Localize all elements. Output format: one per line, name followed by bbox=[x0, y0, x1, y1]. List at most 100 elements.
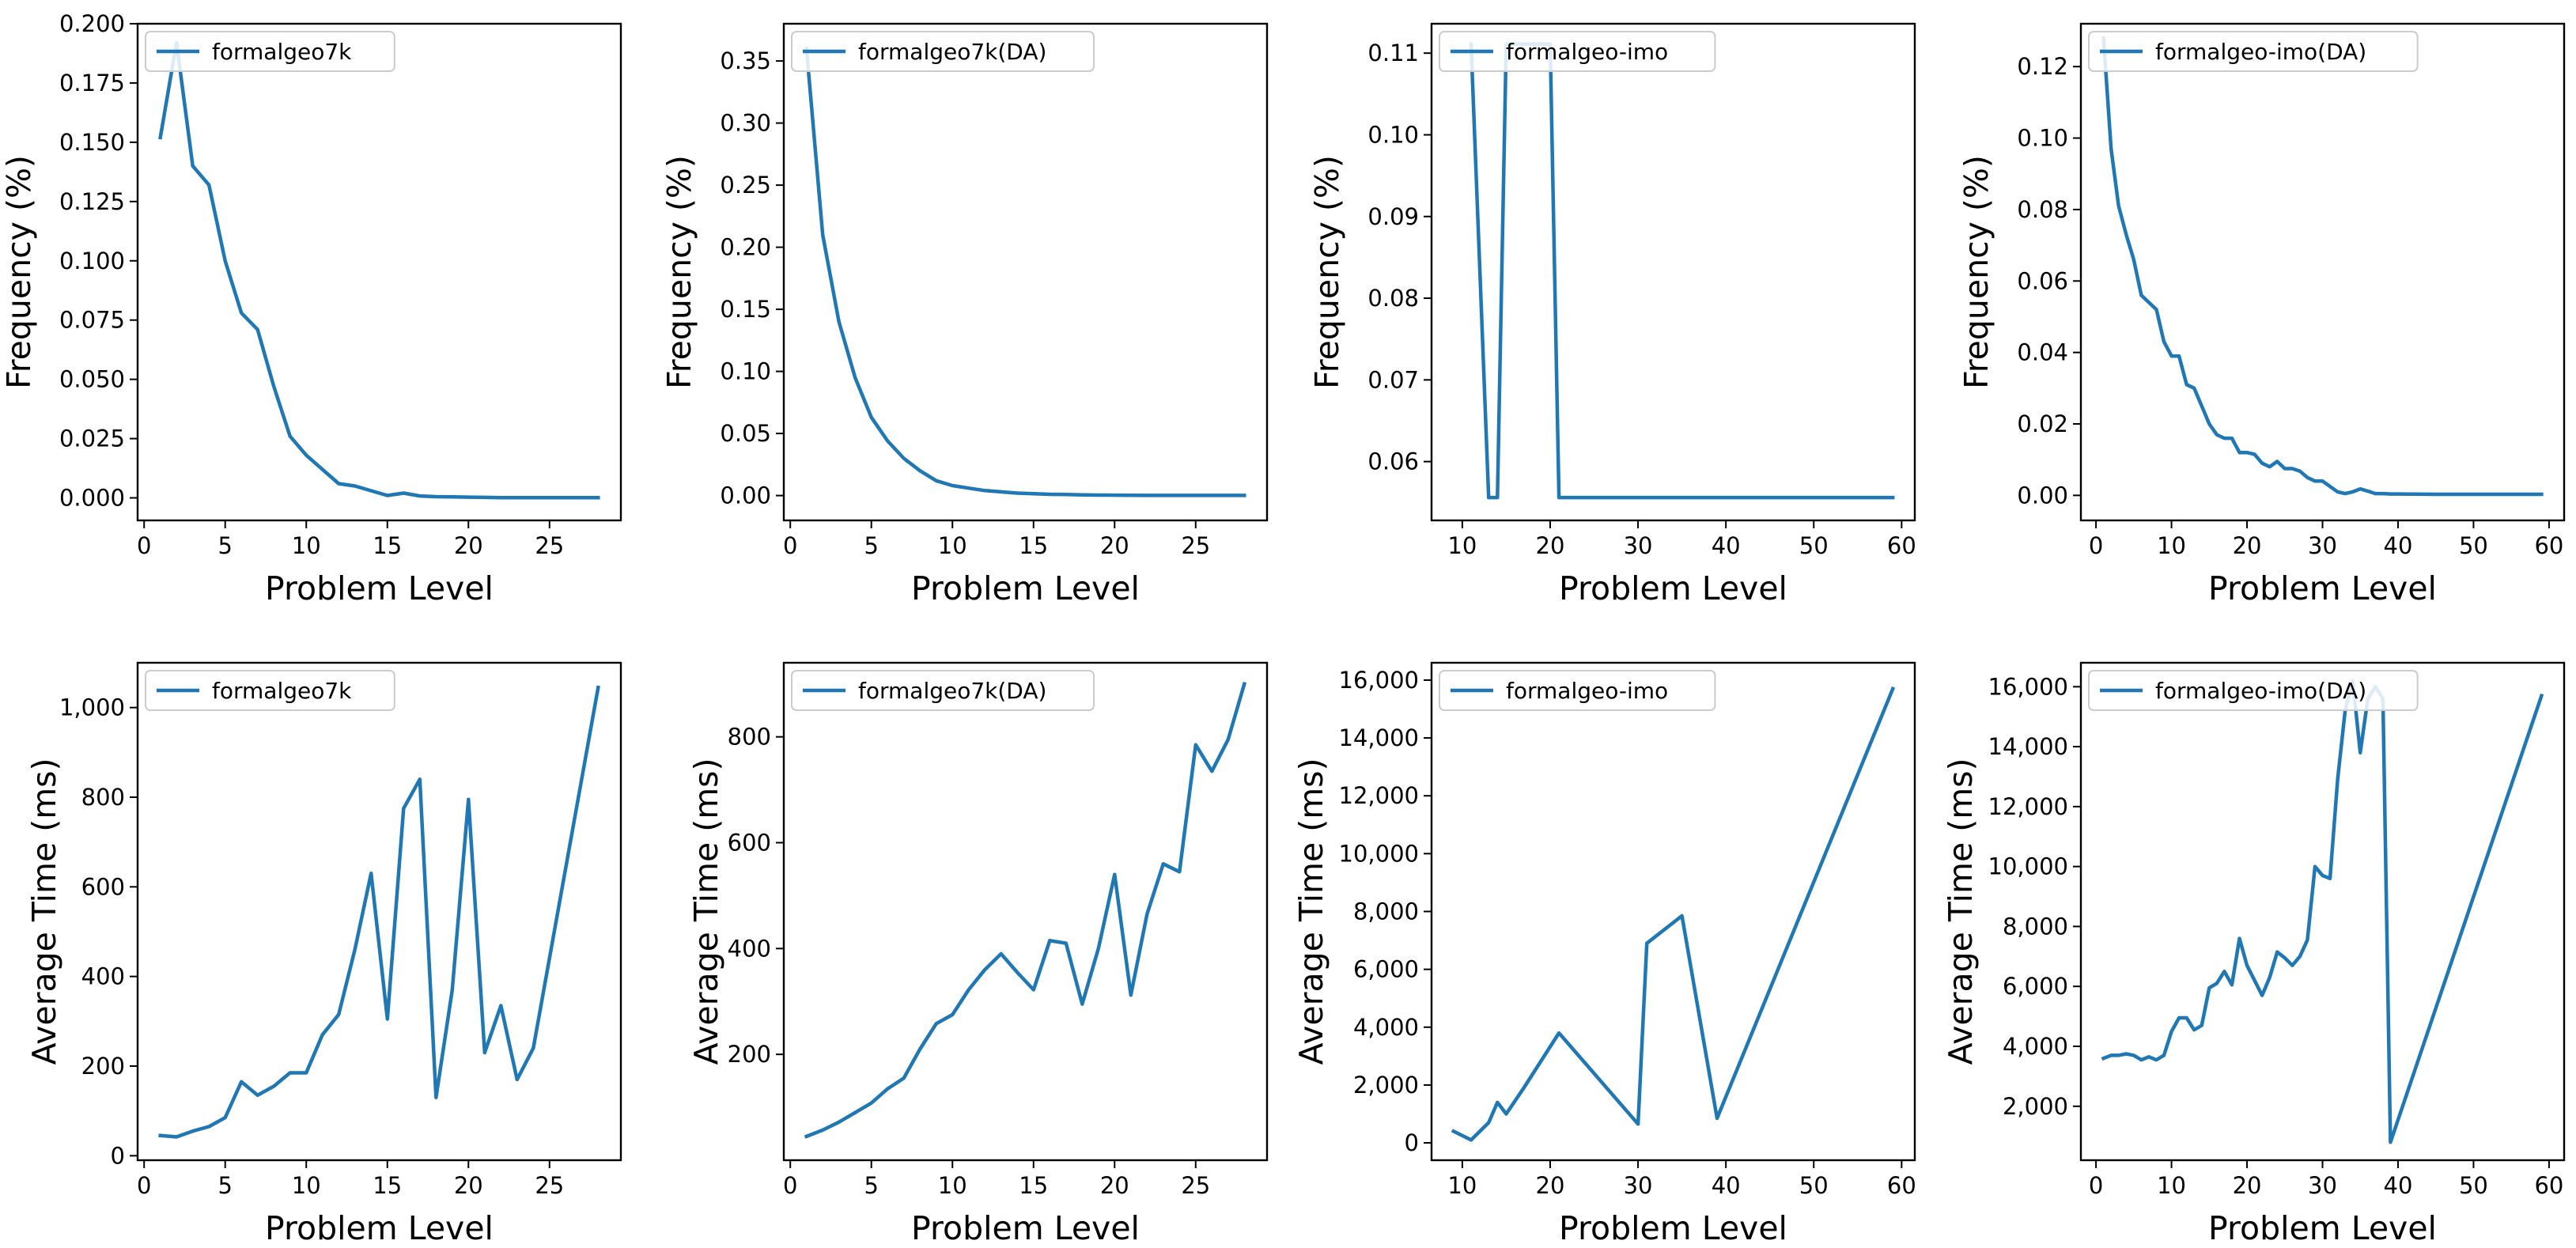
x-tick-label: 40 bbox=[1712, 1172, 1741, 1199]
x-tick-label: 5 bbox=[864, 1172, 878, 1199]
y-tick-label: 0.12 bbox=[2017, 53, 2068, 80]
x-tick-label: 20 bbox=[1536, 1172, 1565, 1199]
y-tick-label: 14,000 bbox=[1988, 733, 2068, 760]
axes-frame bbox=[2079, 661, 2566, 1162]
y-tick-label: 0.06 bbox=[2017, 267, 2068, 294]
y-tick-label: 2,000 bbox=[1353, 1072, 1419, 1099]
x-tick-label: 60 bbox=[2534, 532, 2563, 559]
chart-panel-1: 0 5 10 15 20 25 0.000 0.025 0.050 0.075 0.100 0.125… bbox=[0, 10, 622, 607]
legend-box bbox=[145, 670, 395, 711]
y-tick-label: 16,000 bbox=[1988, 673, 2068, 700]
y-tick-label: 0.09 bbox=[1367, 203, 1419, 230]
y-tick-label: 0.10 bbox=[720, 358, 771, 385]
legend: formalgeo7k bbox=[145, 670, 395, 711]
y-tick-label: 10,000 bbox=[1988, 853, 2068, 880]
x-tick-label: 50 bbox=[1799, 1172, 1829, 1199]
x-tick-label: 10 bbox=[1447, 1172, 1477, 1199]
y-tick-label: 0.125 bbox=[59, 188, 125, 215]
y-tick-label: 0.025 bbox=[59, 425, 125, 452]
y-tick-label: 800 bbox=[81, 784, 125, 811]
legend-box bbox=[145, 31, 395, 72]
y-tick-label: 0.25 bbox=[720, 172, 771, 199]
y-tick-label: 400 bbox=[81, 963, 125, 990]
x-tick-label: 20 bbox=[1100, 1172, 1129, 1199]
series-line-1 bbox=[804, 46, 1246, 497]
legend-label: formalgeo-imo(DA) bbox=[2155, 678, 2366, 704]
y-tick-label: 12,000 bbox=[1339, 782, 1419, 809]
axes-frame bbox=[1430, 661, 1916, 1162]
y-axis-label: Frequency (%) bbox=[660, 155, 698, 389]
chart-panel-5: 0 5 10 15 20 25 0 200 400 600 800 1,000 Problem Leve… bbox=[25, 661, 622, 1247]
legend-box bbox=[2088, 31, 2419, 72]
x-axis-label: Problem Level bbox=[911, 569, 1140, 607]
legend: formalgeo-imo bbox=[1439, 31, 1716, 72]
x-tick-label: 60 bbox=[1887, 1172, 1916, 1199]
x-tick-label: 0 bbox=[783, 532, 797, 559]
legend: formalgeo-imo bbox=[1439, 670, 1716, 711]
y-tick-label: 0.00 bbox=[720, 482, 771, 509]
series-line-1 bbox=[158, 40, 600, 500]
axes-frame bbox=[136, 22, 622, 522]
legend-box bbox=[791, 31, 1095, 72]
x-tick-label: 10 bbox=[2157, 1172, 2186, 1199]
y-tick-label: 0 bbox=[1405, 1129, 1419, 1156]
legend-box bbox=[1439, 31, 1716, 72]
x-tick-label: 15 bbox=[1019, 1172, 1048, 1199]
legend: formalgeo-imo(DA) bbox=[2088, 31, 2419, 72]
x-tick-label: 0 bbox=[137, 1172, 151, 1199]
x-tick-label: 20 bbox=[2233, 532, 2262, 559]
y-tick-label: 0.075 bbox=[59, 307, 125, 334]
y-tick-label: 4,000 bbox=[1353, 1014, 1419, 1041]
x-axis-label: Problem Level bbox=[265, 569, 494, 607]
axes-frame bbox=[136, 661, 622, 1162]
y-tick-label: 0.10 bbox=[1367, 121, 1419, 148]
x-tick-label: 10 bbox=[938, 1172, 967, 1199]
y-tick-label: 0.06 bbox=[1367, 448, 1419, 475]
x-tick-label: 15 bbox=[1019, 532, 1048, 559]
series-line-1 bbox=[1451, 686, 1896, 1142]
y-tick-label: 200 bbox=[728, 1041, 771, 1068]
y-axis-label: Average Time (ms) bbox=[25, 758, 63, 1065]
y-tick-label: 4,000 bbox=[2003, 1033, 2068, 1060]
legend-label: formalgeo-imo(DA) bbox=[2155, 39, 2366, 65]
y-axis-label: Average Time (ms) bbox=[1942, 758, 1980, 1065]
chart-panel-4: 0 10 20 30 40 50 60 0.00 0.02 0.04 0.06 0.08 0.10 0.1… bbox=[1958, 22, 2566, 607]
x-tick-label: 50 bbox=[2459, 532, 2488, 559]
y-tick-label: 0.00 bbox=[2017, 482, 2068, 509]
axes-frame bbox=[2079, 22, 2566, 522]
y-tick-label: 0.000 bbox=[59, 485, 125, 512]
y-tick-label: 12,000 bbox=[1988, 793, 2068, 820]
x-tick-label: 10 bbox=[2157, 532, 2186, 559]
y-tick-label: 800 bbox=[728, 724, 771, 751]
y-tick-label: 2,000 bbox=[2003, 1093, 2068, 1120]
x-tick-label: 25 bbox=[535, 532, 564, 559]
y-tick-label: 600 bbox=[728, 830, 771, 857]
y-axis-label: Frequency (%) bbox=[1308, 155, 1346, 389]
y-tick-label: 16,000 bbox=[1339, 667, 1419, 694]
x-tick-label: 30 bbox=[1624, 1172, 1653, 1199]
x-tick-label: 50 bbox=[2459, 1172, 2488, 1199]
x-tick-label: 10 bbox=[1447, 532, 1477, 559]
y-tick-label: 0.10 bbox=[2017, 125, 2068, 152]
series-line-1 bbox=[804, 682, 1247, 1139]
y-tick-label: 8,000 bbox=[1353, 898, 1419, 925]
legend-label: formalgeo7k(DA) bbox=[858, 39, 1046, 65]
legend-label: formalgeo-imo bbox=[1506, 678, 1668, 704]
y-axis-label: Average Time (ms) bbox=[1292, 758, 1330, 1065]
y-tick-label: 0.050 bbox=[59, 366, 125, 393]
x-tick-label: 15 bbox=[373, 1172, 402, 1199]
series-line-1 bbox=[158, 685, 600, 1139]
x-tick-label: 40 bbox=[1712, 532, 1741, 559]
x-tick-label: 10 bbox=[938, 532, 967, 559]
x-tick-label: 30 bbox=[2308, 532, 2337, 559]
y-tick-label: 6,000 bbox=[2003, 973, 2068, 1000]
x-tick-label: 20 bbox=[1100, 532, 1129, 559]
legend: formalgeo-imo(DA) bbox=[2088, 670, 2419, 711]
y-tick-label: 0.11 bbox=[1367, 40, 1419, 66]
x-tick-label: 40 bbox=[2384, 1172, 2413, 1199]
y-tick-label: 0.05 bbox=[720, 420, 771, 447]
y-tick-label: 8,000 bbox=[2003, 913, 2068, 940]
x-tick-label: 20 bbox=[454, 532, 483, 559]
y-tick-label: 0.15 bbox=[720, 296, 771, 323]
y-tick-label: 0.35 bbox=[720, 47, 771, 74]
